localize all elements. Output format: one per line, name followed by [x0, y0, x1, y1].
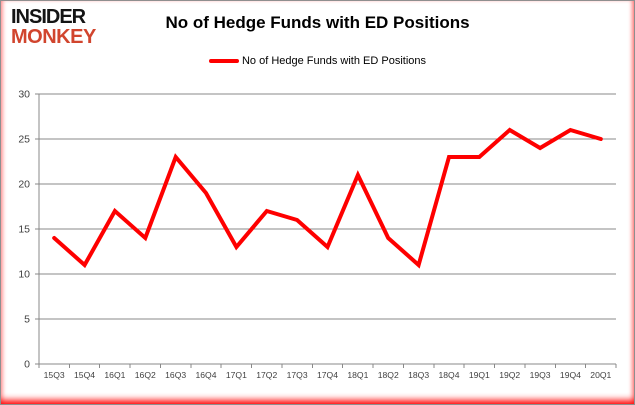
x-tick-label: 17Q4 [317, 370, 338, 380]
x-tick-label: 15Q3 [44, 370, 65, 380]
y-tick-label: 0 [24, 359, 30, 371]
x-tick-label: 19Q4 [560, 370, 581, 380]
x-tick-label: 19Q3 [530, 370, 551, 380]
x-tick-label: 18Q3 [408, 370, 429, 380]
y-tick-label: 5 [24, 314, 30, 326]
x-tick-label: 16Q1 [104, 370, 125, 380]
logo-text-monkey: MONKEY [11, 25, 96, 48]
x-tick-label: 19Q2 [499, 370, 520, 380]
series-line [52, 127, 603, 269]
x-tick-label: 16Q4 [196, 370, 217, 380]
y-tick-label: 30 [18, 89, 30, 101]
y-tick-label: 15 [18, 224, 30, 236]
x-tick-label: 18Q4 [438, 370, 459, 380]
x-tick-label: 15Q4 [74, 370, 95, 380]
y-tick-label: 25 [18, 134, 30, 146]
x-tick-label: 17Q1 [226, 370, 247, 380]
insider-monkey-logo: INSIDER MONKEY [11, 6, 96, 48]
logo-text-insider: INSIDER [11, 6, 86, 28]
x-tick-label: 16Q3 [165, 370, 186, 380]
legend-line-marker [208, 59, 239, 63]
chart-title: No of Hedge Funds with ED Positions [165, 13, 470, 32]
x-tick-label: 17Q2 [256, 370, 277, 380]
y-tick-label: 10 [18, 269, 30, 281]
x-tick-label: 17Q3 [287, 370, 308, 380]
x-tick-label: 16Q2 [135, 370, 156, 380]
y-tick-label: 20 [18, 179, 30, 191]
x-tick-label: 20Q1 [590, 370, 611, 380]
chart-legend: No of Hedge Funds with ED Positions [1, 55, 634, 67]
x-tick-label: 18Q2 [378, 370, 399, 380]
x-tick-label: 19Q1 [469, 370, 490, 380]
legend-label: No of Hedge Funds with ED Positions [241, 55, 427, 67]
x-tick-label: 18Q1 [347, 370, 368, 380]
